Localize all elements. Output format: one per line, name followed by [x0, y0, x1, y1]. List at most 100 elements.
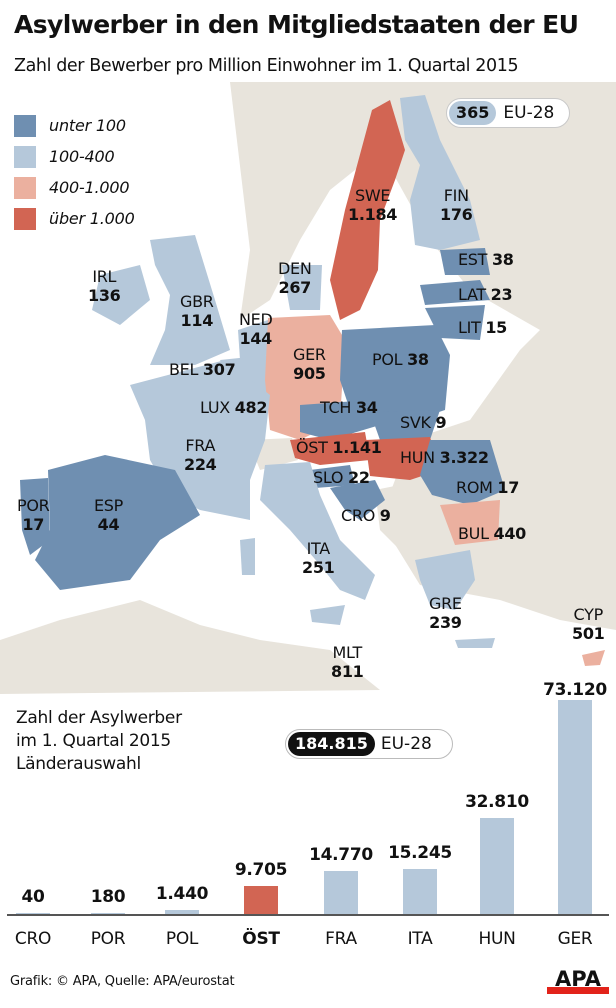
bar-öst [244, 886, 278, 914]
country-spain [35, 455, 200, 590]
eu-total-badge: 184.815 EU-28 [285, 729, 453, 759]
x-axis-label-pol: POL [165, 929, 199, 949]
map-shapes [0, 82, 616, 694]
label-svk: SVK 9 [400, 413, 447, 432]
country-finland [400, 95, 480, 250]
label-cro: CRO 9 [341, 506, 391, 525]
map-legend: unter 100 100-400 400-1.000 über 1.000 [14, 110, 135, 234]
country-sicily [310, 605, 345, 625]
country-austria [290, 432, 370, 465]
legend-label: über 1.000 [49, 209, 135, 228]
land-turkey [470, 540, 616, 630]
country-estonia [440, 248, 490, 275]
label-ned: NED 144 [239, 310, 273, 348]
country-cyprus [582, 650, 605, 666]
country-lithuania [425, 305, 485, 340]
x-axis-label-öst: ÖST [242, 929, 280, 949]
legend-item-over-1000: über 1.000 [14, 203, 135, 234]
label-hun: HUN 3.322 [400, 448, 489, 467]
country-croatia [330, 480, 385, 520]
page-title: Asylwerber in den Mitgliedstaaten der EU [14, 10, 579, 39]
label-ost: ÖST 1.141 [296, 438, 382, 457]
bar-value-label: 73.120 [543, 680, 607, 700]
label-mlt: MLT 811 [331, 643, 364, 681]
legend-label: 400-1.000 [49, 178, 130, 197]
bar-value-label: 15.245 [388, 843, 452, 863]
apa-logo: APA [547, 966, 609, 996]
land-balkans [375, 480, 440, 560]
legend-swatch [14, 207, 36, 230]
country-bulgaria [440, 500, 500, 545]
legend-item-under-100: unter 100 [14, 110, 135, 141]
europe-map: unter 100 100-400 400-1.000 über 1.000 3… [0, 82, 616, 694]
label-ger: GER 905 [293, 345, 326, 383]
bar-value-label: 40 [21, 887, 45, 907]
x-axis-label-cro: CRO [14, 929, 52, 949]
bar-ger [558, 700, 592, 914]
bar-pol [165, 910, 199, 914]
label-lit: LIT 15 [458, 318, 507, 337]
legend-item-100-400: 100-400 [14, 141, 135, 172]
label-irl: IRL 136 [88, 267, 121, 305]
label-esp: ESP 44 [94, 496, 124, 534]
legend-label: 100-400 [49, 147, 115, 166]
country-netherlands [238, 320, 268, 360]
country-uk [150, 235, 230, 365]
bar-value-label: 14.770 [309, 845, 373, 865]
land-north-africa [0, 600, 380, 694]
bar-value-label: 9.705 [234, 860, 288, 880]
country-poland [340, 325, 450, 425]
x-axis-label-ita: ITA [407, 929, 433, 949]
country-italy [260, 462, 375, 600]
label-bul: BUL 440 [458, 524, 526, 543]
country-greece [415, 550, 475, 610]
country-ireland [92, 265, 150, 325]
legend-item-400-1000: 400-1.000 [14, 172, 135, 203]
eu-total-label: EU-28 [380, 734, 432, 754]
eu-average-label: EU-28 [503, 103, 555, 123]
bar-cro [16, 913, 50, 914]
label-fra: FRA 224 [184, 436, 217, 474]
page-subtitle: Zahl der Bewerber pro Million Einwohner … [14, 56, 519, 76]
label-bel: BEL 307 [169, 360, 236, 379]
x-axis-line [7, 914, 609, 916]
label-ita: ITA 251 [302, 539, 335, 577]
country-romania [420, 440, 505, 505]
x-axis-label-por: POR [90, 929, 126, 949]
legend-swatch [14, 145, 36, 168]
x-axis-label-ger: GER [557, 929, 593, 949]
label-fin: FIN 176 [440, 186, 473, 224]
country-sardinia [240, 538, 255, 575]
source-credit: Grafik: © APA, Quelle: APA/eurostat [10, 974, 235, 989]
legend-label: unter 100 [49, 116, 126, 135]
bar-value-label: 1.440 [155, 884, 209, 904]
label-rom: ROM 17 [456, 478, 520, 497]
eu-average-badge: 365 EU-28 [446, 98, 570, 128]
bar-chart-title: Zahl der Asylwerber im 1. Quartal 2015 L… [16, 708, 182, 774]
x-axis-label-hun: HUN [478, 929, 516, 949]
country-latvia [420, 280, 490, 305]
country-portugal [20, 478, 50, 555]
country-belgium-lux [220, 355, 278, 400]
label-cyp: CYP 501 [572, 605, 605, 643]
bar-por [91, 913, 125, 914]
bar-value-label: 32.810 [465, 792, 529, 812]
label-slo: SLO 22 [313, 468, 370, 487]
label-por: POR 17 [17, 496, 50, 534]
label-pol: POL 38 [372, 350, 429, 369]
country-slovenia [310, 465, 355, 488]
bar-hun [480, 818, 514, 914]
bar-fra [324, 871, 358, 914]
eu-average-value: 365 [449, 101, 497, 125]
country-sweden [330, 100, 405, 320]
eu-total-value: 184.815 [288, 732, 375, 756]
label-gre: GRE 239 [429, 594, 462, 632]
bar-value-label: 180 [90, 887, 126, 907]
label-gbr: GBR 114 [180, 292, 214, 330]
country-denmark [282, 265, 322, 310]
label-lat: LAT 23 [458, 285, 513, 304]
label-est: EST 38 [458, 250, 514, 269]
land-norway-russia [230, 82, 616, 600]
country-crete [455, 638, 495, 648]
legend-swatch [14, 114, 36, 137]
